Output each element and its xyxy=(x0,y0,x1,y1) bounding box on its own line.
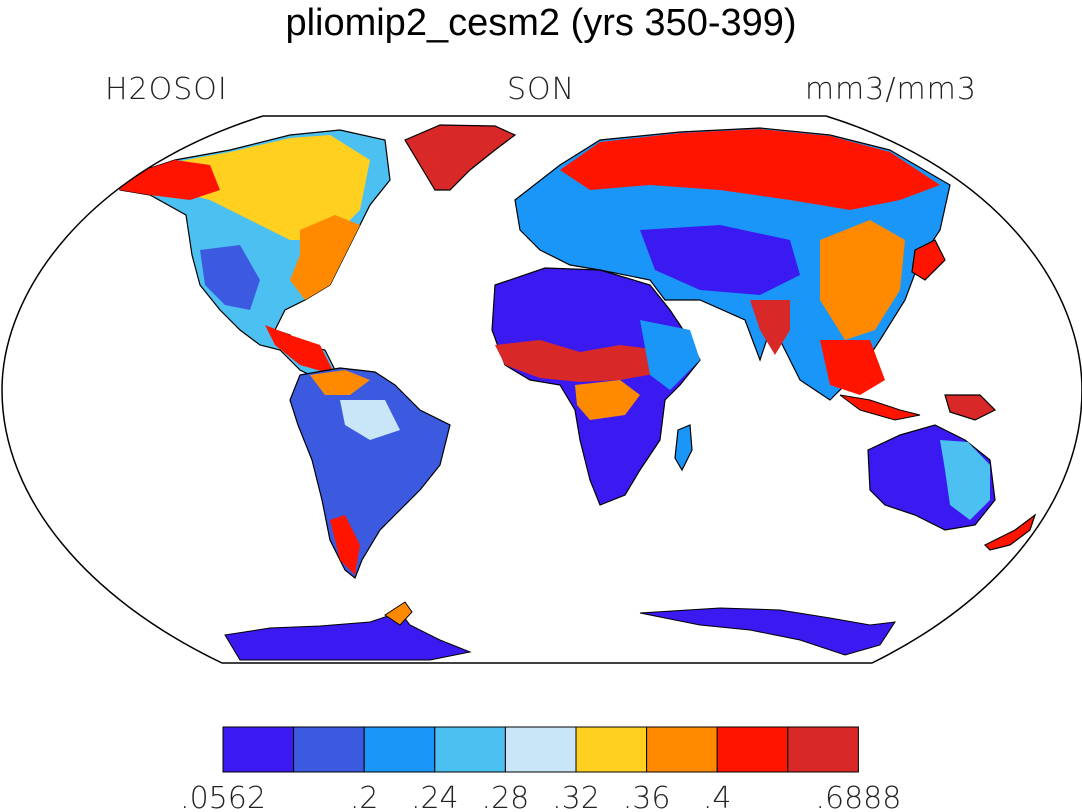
colorbar-labels: .0562 .2 .24 .28 .32 .36 .4 .6888 xyxy=(180,781,901,812)
australia-east xyxy=(940,440,990,520)
globe-outline xyxy=(1,115,1082,664)
land-field xyxy=(119,124,1037,661)
na-west-blue xyxy=(200,245,260,310)
colorbar-tick-label: .0562 xyxy=(180,781,266,812)
colorbar-box xyxy=(293,726,365,773)
colorbar-box xyxy=(222,726,295,773)
antarctica-west xyxy=(224,611,472,661)
east-asia-orange xyxy=(820,220,905,340)
colorbar-box xyxy=(504,726,577,773)
colorbar-box xyxy=(434,726,506,773)
colorbar-tick-label: .28 xyxy=(482,781,530,812)
units-label: mm3/mm3 xyxy=(804,72,977,107)
congo-orange xyxy=(575,380,640,420)
indonesia xyxy=(839,394,921,421)
south-america xyxy=(289,367,451,579)
colorbar-box xyxy=(575,726,648,773)
colorbar-box xyxy=(363,726,436,773)
central-asia-blue xyxy=(640,225,800,295)
new-zealand xyxy=(983,513,1037,551)
sa-south-red xyxy=(330,515,360,575)
japan xyxy=(911,239,946,281)
siberia-red xyxy=(560,129,940,210)
colorbar-tick-label: .6888 xyxy=(815,781,901,812)
greenland xyxy=(404,124,517,191)
colorbar-tick-label: .4 xyxy=(703,781,732,812)
colorbar-boxes xyxy=(222,726,859,773)
colorbar-tick-label: .2 xyxy=(350,781,379,812)
antarctica-peninsula xyxy=(384,601,413,626)
se-asia-red xyxy=(820,340,885,395)
colorbar-tick-label: .32 xyxy=(552,781,600,812)
sa-north-orange xyxy=(310,370,370,395)
madagascar xyxy=(674,424,693,472)
map-title: pliomip2_cesm2 (yrs 350-399) xyxy=(285,2,797,44)
sa-light xyxy=(340,400,400,440)
variable-label: H2OSOI xyxy=(105,72,228,107)
colorbar-box xyxy=(787,726,859,773)
na-east-orange xyxy=(290,215,360,300)
colorbar-box xyxy=(646,726,718,773)
na-north-band xyxy=(130,135,370,240)
sahel-red xyxy=(495,340,665,382)
antarctica-east xyxy=(639,607,897,656)
new-guinea xyxy=(944,394,997,421)
east-africa-blue xyxy=(640,320,700,390)
colorbar-tick-label: .24 xyxy=(411,781,459,812)
world-soil-moisture-map xyxy=(1,115,1082,664)
colorbar-tick-label: .36 xyxy=(623,781,671,812)
season-label: SON xyxy=(506,72,576,107)
india-red xyxy=(750,300,790,355)
colorbar-box xyxy=(716,726,789,773)
na-gulf-red xyxy=(265,325,335,375)
